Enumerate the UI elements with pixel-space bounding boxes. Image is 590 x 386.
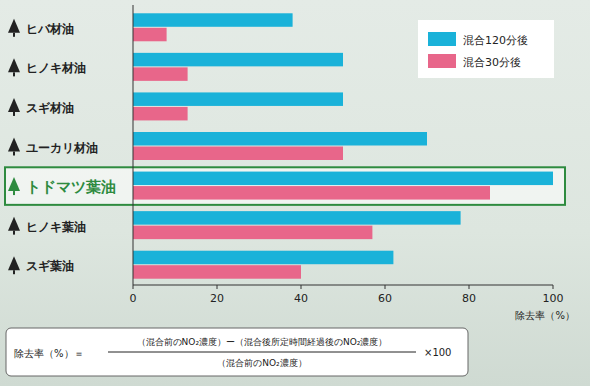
tree-icon (8, 256, 20, 274)
tick-label: 80 (462, 292, 476, 305)
bar (133, 28, 167, 41)
chart: ヒバ材油ヒノキ材油スギ材油ユーカリ材油トドマツ葉油ヒノキ葉油スギ葉油 0 20 40 6… (0, 0, 590, 386)
tick (553, 285, 554, 289)
axis-label: 除去率（%） (515, 310, 575, 321)
tree-icon (8, 58, 20, 76)
bar (133, 251, 393, 265)
formula-box (6, 328, 468, 376)
tree-icon (8, 217, 20, 235)
legend-swatch (428, 54, 456, 68)
tree-icon (8, 177, 20, 195)
category-label: スギ材油 (26, 101, 74, 115)
legend-label: 混合120分後 (463, 34, 528, 47)
category-label: トドマツ葉油 (26, 178, 116, 196)
bar (133, 226, 372, 240)
tick (301, 285, 302, 289)
category-label: ヒノキ材油 (26, 61, 86, 75)
highlight-box (5, 167, 565, 205)
legend-label: 混合30分後 (463, 56, 521, 69)
formula-numerator: （混合前のNO₂濃度）ー（混合後所定時間経過後のNO₂濃度） (137, 337, 388, 347)
bar (133, 107, 188, 121)
tick (385, 285, 386, 289)
tick-label: 20 (210, 292, 224, 305)
bar (133, 67, 188, 81)
bar (133, 132, 427, 146)
formula-label: 除去率（%）＝ (14, 348, 84, 359)
tick-label: 100 (543, 292, 564, 305)
tick (469, 285, 470, 289)
tick-label: 40 (294, 292, 308, 305)
formula-factor: ×100 (424, 347, 451, 358)
bar (133, 147, 343, 161)
bar (133, 92, 343, 106)
tree-icon (8, 19, 20, 37)
x-axis-line (133, 285, 553, 286)
bar (133, 265, 301, 279)
bar (133, 186, 490, 200)
tick (217, 285, 218, 289)
legend-box (418, 20, 554, 78)
bar (133, 211, 461, 225)
category-label: スギ葉油 (26, 259, 74, 273)
bar (133, 13, 293, 26)
category-label: ヒノキ葉油 (26, 220, 86, 234)
bars (133, 13, 553, 278)
background (0, 0, 590, 386)
tick-label: 0 (130, 292, 137, 305)
tick (133, 285, 134, 289)
tick-label: 60 (378, 292, 392, 305)
formula-denominator: （混合前のNO₂濃度） (217, 358, 306, 368)
fraction-line (108, 352, 416, 353)
category-label: ヒバ材油 (26, 22, 74, 36)
bar (133, 172, 553, 186)
bar (133, 53, 343, 67)
tree-icon (8, 138, 20, 156)
y-axis-line (133, 5, 134, 285)
legend-swatch (428, 32, 456, 46)
tree-icon (8, 98, 20, 116)
category-label: ユーカリ材油 (26, 141, 98, 155)
